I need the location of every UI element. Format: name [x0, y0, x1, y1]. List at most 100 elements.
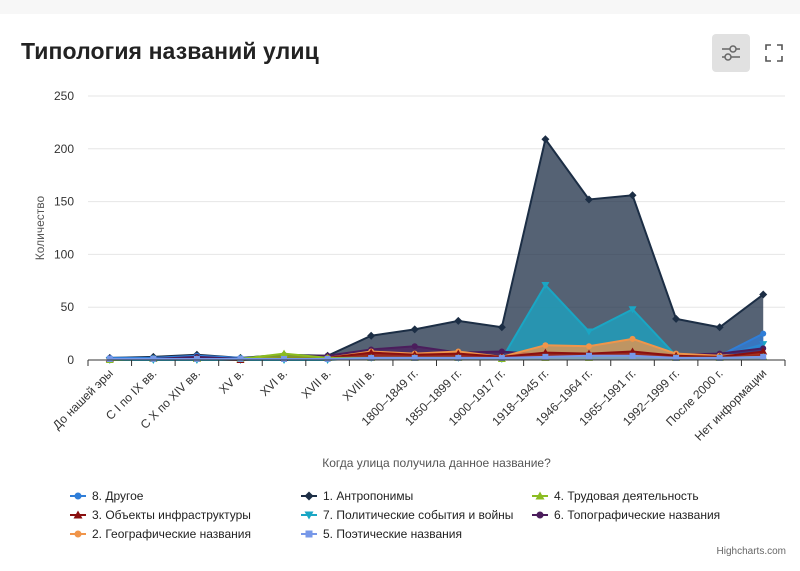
data-point [760, 353, 767, 360]
legend-symbol-icon [532, 491, 548, 500]
y-axis-title: Количество [33, 195, 47, 260]
fullscreen-button[interactable] [755, 34, 793, 72]
legend-marker [73, 510, 83, 519]
legend-label: 4. Трудовая деятельность [554, 489, 699, 503]
data-point [672, 314, 681, 323]
legend-symbol-icon [301, 530, 317, 538]
x-tick-label: XVII в. [299, 366, 334, 401]
y-tick-label: 150 [54, 195, 74, 209]
x-tick-label: XVI в. [257, 366, 290, 399]
series-line [109, 354, 764, 360]
series-8 [106, 352, 767, 362]
legend-marker [536, 511, 544, 519]
data-point [454, 316, 463, 325]
data-point [455, 354, 462, 361]
data-point [629, 352, 636, 359]
legend-marker [74, 530, 82, 538]
legend-item[interactable]: 2. Географические названия [70, 525, 301, 543]
legend-marker [74, 492, 82, 500]
y-axis-ticks: 0 50 100 150 200 250 [54, 89, 74, 367]
legend-label: 6. Топографические названия [554, 508, 721, 522]
legend-marker [305, 530, 313, 538]
y-tick-label: 50 [61, 300, 75, 314]
data-point [498, 348, 505, 355]
legend-marker [304, 511, 314, 520]
chart-series [105, 135, 768, 364]
sliders-icon [722, 45, 740, 61]
x-tick-label: XVIII в. [340, 366, 378, 404]
legend-label: 2. Географические названия [92, 527, 251, 541]
legend-item[interactable]: 4. Трудовая деятельность [532, 487, 763, 505]
data-point [280, 349, 289, 357]
fullscreen-icon [765, 44, 783, 62]
legend-item[interactable]: 5. Поэтические названия [301, 525, 532, 543]
data-point [584, 328, 593, 336]
legend-label: 7. Политические события и войны [323, 508, 514, 522]
data-point [584, 195, 593, 204]
data-point [759, 347, 768, 355]
legend-marker [304, 491, 314, 501]
y-tick-label: 100 [54, 247, 74, 261]
legend-symbol-icon [70, 510, 86, 519]
data-point [542, 342, 549, 349]
data-point [629, 335, 636, 342]
data-point [237, 355, 244, 362]
data-point [715, 323, 724, 332]
data-point [367, 331, 376, 340]
data-point [411, 343, 418, 350]
legend-symbol-icon [301, 511, 317, 520]
data-point [585, 343, 592, 350]
x-tick-label: До нашей эры [50, 366, 116, 432]
data-point [193, 355, 200, 362]
legend-symbol-icon [532, 511, 548, 519]
chart-legend: 8. Другое 1. Антропонимы 4. Трудовая деяте… [70, 487, 770, 543]
data-point [759, 290, 768, 299]
series-area [109, 139, 764, 360]
legend-label: 8. Другое [92, 489, 144, 503]
legend-item[interactable]: 8. Другое [70, 487, 301, 505]
legend-marker [535, 491, 545, 500]
y-tick-label: 200 [54, 142, 74, 156]
top-strip [0, 0, 800, 14]
x-tick-label: XV в. [216, 366, 246, 396]
data-point [497, 323, 506, 332]
data-point [410, 325, 419, 334]
data-point [411, 354, 418, 361]
legend-symbol-icon [301, 491, 317, 501]
data-point [324, 355, 331, 362]
filter-button[interactable] [712, 34, 750, 72]
legend-symbol-icon [70, 530, 86, 538]
data-point [628, 191, 637, 200]
legend-label: 3. Объекты инфраструктуры [92, 508, 251, 522]
legend-label: 5. Поэтические названия [323, 527, 462, 541]
series-1 [105, 135, 768, 362]
legend-symbol-icon [70, 492, 86, 500]
y-tick-label: 250 [54, 89, 74, 103]
data-point [541, 135, 550, 144]
credits-link[interactable]: Highcharts.com [716, 546, 786, 557]
y-tick-label: 0 [67, 353, 74, 367]
data-point [716, 354, 723, 361]
data-point [281, 355, 288, 362]
data-point [542, 353, 549, 360]
data-point [106, 355, 113, 362]
data-point [585, 352, 592, 359]
legend-label: 1. Антропонимы [323, 489, 414, 503]
series-area [109, 285, 764, 360]
data-point [150, 355, 157, 362]
data-point [498, 354, 505, 361]
data-point [760, 330, 767, 337]
legend-item[interactable]: 1. Антропонимы [301, 487, 532, 505]
legend-item[interactable]: 6. Топографические названия [532, 506, 763, 524]
legend-item[interactable]: 7. Политические события и войны [301, 506, 532, 524]
data-point [541, 282, 550, 290]
page-title: Типология названий улиц [21, 38, 319, 64]
x-axis-title: Когда улица получила данное название? [322, 456, 551, 470]
legend-item[interactable]: 3. Объекты инфраструктуры [70, 506, 301, 524]
data-point [368, 354, 375, 361]
data-point [628, 306, 637, 314]
data-point [367, 348, 376, 356]
data-point [673, 354, 680, 361]
